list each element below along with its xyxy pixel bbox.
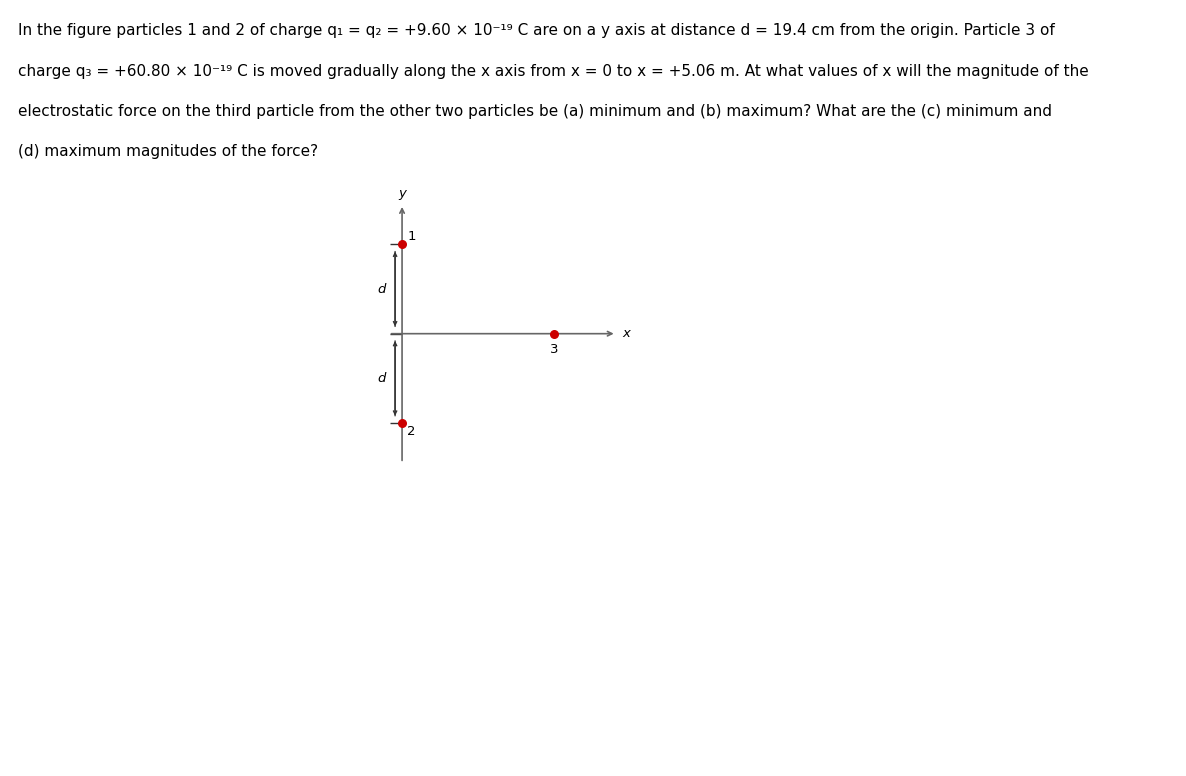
Text: 3: 3 xyxy=(550,343,559,355)
Text: In the figure particles 1 and 2 of charge q₁ = q₂ = +9.60 × 10⁻¹⁹ C are on a y a: In the figure particles 1 and 2 of charg… xyxy=(18,23,1054,38)
Text: d: d xyxy=(377,282,385,296)
Point xyxy=(393,238,412,251)
Text: (d) maximum magnitudes of the force?: (d) maximum magnitudes of the force? xyxy=(18,144,318,159)
Text: d: d xyxy=(377,372,385,385)
Text: x: x xyxy=(621,327,630,340)
Text: y: y xyxy=(398,187,406,199)
Text: 1: 1 xyxy=(408,230,416,243)
Text: 2: 2 xyxy=(408,424,416,438)
Text: electrostatic force on the third particle from the other two particles be (a) mi: electrostatic force on the third particl… xyxy=(18,104,1052,119)
Point xyxy=(544,327,563,340)
Point xyxy=(393,417,412,429)
Text: charge q₃ = +60.80 × 10⁻¹⁹ C is moved gradually along the x axis from x = 0 to x: charge q₃ = +60.80 × 10⁻¹⁹ C is moved gr… xyxy=(18,64,1089,78)
